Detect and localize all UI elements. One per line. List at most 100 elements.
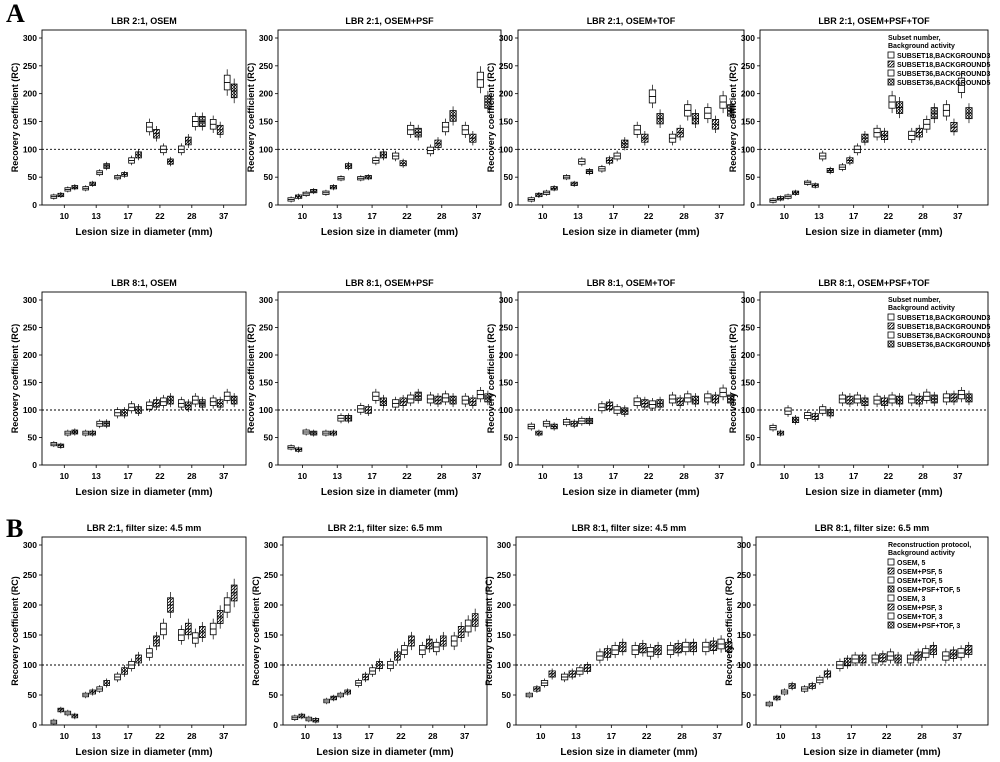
y-tick-label: 300: [259, 33, 273, 43]
y-tick-label: 300: [737, 540, 751, 550]
legend: Subset number,Background activity SUBSET1…: [887, 35, 990, 87]
plot-frame: [277, 29, 502, 206]
y-tick-label: 50: [269, 690, 279, 700]
legend-title: Background activity: [888, 550, 955, 557]
y-tick-label: 0: [273, 720, 278, 730]
x-tick-label: 22: [644, 211, 654, 221]
y-axis-label: Recovery coefficient (RC): [10, 63, 20, 173]
legend-swatch: [887, 612, 895, 620]
x-tick-label: 10: [780, 471, 790, 481]
chart-title: LBR 2:1, OSEM+TOF: [587, 16, 676, 26]
legend-swatch: [887, 69, 895, 77]
y-tick-label: 0: [750, 460, 755, 470]
legend-label: SUBSET18,BACKGROUND3: [897, 53, 990, 60]
x-axis-label: Lesion size in diameter (mm): [805, 487, 942, 498]
x-tick-label: 10: [60, 731, 70, 741]
y-tick-label: 100: [741, 405, 755, 415]
y-tick-label: 300: [499, 295, 513, 305]
legend-label: OSEM+TOF, 5: [897, 578, 943, 585]
legend-title: Subset number,: [888, 297, 941, 304]
chart-title: LBR 8:1, filter size: 4.5 mm: [572, 523, 687, 533]
legend-label: SUBSET18,BACKGROUND5: [897, 324, 990, 331]
x-tick-label: 13: [573, 211, 583, 221]
y-tick-label: 50: [264, 433, 274, 443]
y-tick-label: 250: [259, 323, 273, 333]
y-tick-label: 300: [23, 295, 37, 305]
y-axis-label: Recovery coefficient (RC): [10, 324, 20, 434]
x-tick-label: 13: [332, 731, 342, 741]
plot-frame: [759, 291, 989, 466]
y-tick-label: 200: [741, 89, 755, 99]
y-tick-label: 50: [746, 433, 756, 443]
plot-frame: [515, 536, 743, 726]
x-axis-label: Lesion size in diameter (mm): [803, 747, 940, 758]
x-tick-label: 17: [609, 211, 619, 221]
x-tick-label: 22: [155, 211, 165, 221]
x-tick-label: 13: [571, 731, 581, 741]
chart-panel-10: LBR 2:1, filter size: 6.5 mm 0 50 100 150 200…: [251, 523, 488, 758]
chart-title: LBR 2:1, OSEM+PSF: [345, 16, 434, 26]
x-tick-label: 10: [538, 211, 548, 221]
chart-title: LBR 8:1, filter size: 6.5 mm: [815, 523, 930, 533]
y-tick-label: 300: [23, 540, 37, 550]
legend-label: OSEM+PSF+TOF, 3: [897, 623, 960, 630]
legend-swatch: [887, 78, 895, 86]
legend-swatch: [887, 621, 895, 629]
x-tick-label: 28: [187, 471, 197, 481]
y-tick-label: 250: [741, 61, 755, 71]
y-tick-label: 100: [499, 405, 513, 415]
x-tick-label: 28: [187, 211, 197, 221]
y-tick-label: 100: [737, 660, 751, 670]
x-axis-label: Lesion size in diameter (mm): [562, 487, 699, 498]
legend-title: Background activity: [888, 305, 955, 312]
y-tick-label: 250: [497, 570, 511, 580]
y-tick-label: 0: [746, 720, 751, 730]
chart-panel-6: LBR 8:1, OSEM+PSF 0 50 100 150 200 250 300 10 13 1…: [246, 278, 502, 498]
x-tick-label: 17: [123, 471, 133, 481]
y-tick-label: 150: [499, 117, 513, 127]
plot-frame: [277, 291, 502, 466]
x-tick-label: 10: [536, 731, 546, 741]
legend-label: SUBSET36,BACKGROUND5: [897, 342, 990, 349]
y-tick-label: 150: [737, 630, 751, 640]
x-tick-label: 10: [776, 731, 786, 741]
legend-title: Subset number,: [888, 35, 941, 42]
y-tick-label: 150: [259, 378, 273, 388]
y-tick-label: 50: [504, 433, 514, 443]
y-tick-label: 250: [499, 323, 513, 333]
y-axis-label: Recovery coefficient (RC): [10, 576, 20, 686]
x-tick-label: 13: [814, 211, 824, 221]
x-tick-label: 13: [91, 471, 101, 481]
panel-label-a: A: [6, 0, 25, 28]
chart-title: LBR 2:1, OSEM+PSF+TOF: [818, 16, 930, 26]
x-tick-label: 13: [573, 471, 583, 481]
y-tick-label: 300: [741, 295, 755, 305]
plot-frame: [282, 536, 488, 726]
y-tick-label: 150: [264, 630, 278, 640]
y-tick-label: 250: [737, 570, 751, 580]
legend: Reconstruction protocol,Background activ…: [887, 542, 971, 630]
x-tick-label: 28: [437, 471, 447, 481]
x-tick-label: 37: [472, 471, 482, 481]
chart-panel-7: LBR 8:1, OSEM+TOF 0 50 100 150 200 250 300 10 13 1…: [486, 278, 745, 498]
chart-panel-3: LBR 2:1, OSEM+TOF 0 50 100 150 200 250 300 10 13 1…: [486, 16, 745, 238]
y-tick-label: 50: [28, 690, 38, 700]
x-axis-label: Lesion size in diameter (mm): [75, 747, 212, 758]
x-tick-label: 17: [849, 471, 859, 481]
plot-frame: [755, 536, 989, 726]
y-tick-label: 50: [746, 172, 756, 182]
y-tick-label: 100: [23, 144, 37, 154]
x-tick-label: 13: [811, 731, 821, 741]
y-tick-label: 0: [268, 200, 273, 210]
chart-panel-2: LBR 2:1, OSEM+PSF 0 50 100 150 200 250 300 10 13 1…: [246, 16, 502, 238]
plot-frame: [41, 29, 247, 206]
x-tick-label: 10: [298, 471, 308, 481]
legend-swatch: [887, 585, 895, 593]
x-tick-label: 17: [123, 731, 133, 741]
legend-label: OSEM+PSF, 5: [897, 569, 942, 576]
x-tick-label: 13: [333, 471, 343, 481]
y-axis-label: Recovery coefficient (RC): [486, 63, 496, 173]
y-tick-label: 150: [259, 117, 273, 127]
y-tick-label: 250: [259, 61, 273, 71]
x-tick-label: 22: [642, 731, 652, 741]
